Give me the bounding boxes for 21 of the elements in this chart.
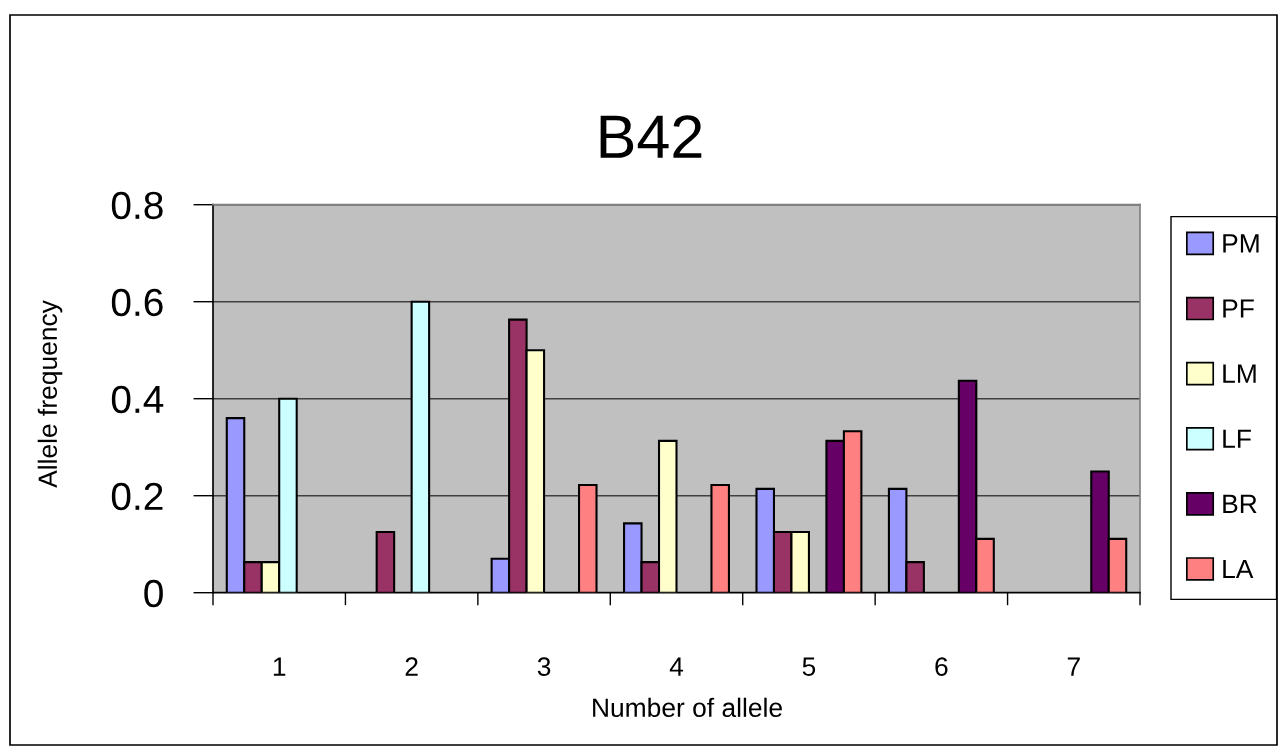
legend-label: LF xyxy=(1223,429,1251,448)
y-tick-label: 0.8 xyxy=(111,191,163,220)
x-tick-label: 7 xyxy=(1067,657,1080,676)
legend-label: PM xyxy=(1223,234,1259,253)
x-tick-label: 1 xyxy=(273,657,286,676)
legend-label: LA xyxy=(1223,559,1254,579)
legend-label: PF xyxy=(1223,299,1254,318)
y-axis-title: Allele frequency xyxy=(37,300,63,488)
y-tick-label: 0.4 xyxy=(111,385,164,414)
x-tick-label: 2 xyxy=(405,657,418,676)
x-tick-label: 6 xyxy=(935,657,948,676)
x-tick-label: 5 xyxy=(802,657,816,676)
x-tick-label: 4 xyxy=(669,657,684,676)
chart-title: B42 xyxy=(600,115,702,158)
y-tick-label: 0 xyxy=(144,579,163,608)
legend-label: BR xyxy=(1223,494,1257,513)
x-axis-title: Number of allele xyxy=(593,697,782,718)
y-tick-label: 0.6 xyxy=(111,288,163,317)
x-tick-label: 3 xyxy=(537,657,551,676)
legend-label: LM xyxy=(1223,364,1256,383)
y-tick-label: 0.2 xyxy=(111,482,163,511)
